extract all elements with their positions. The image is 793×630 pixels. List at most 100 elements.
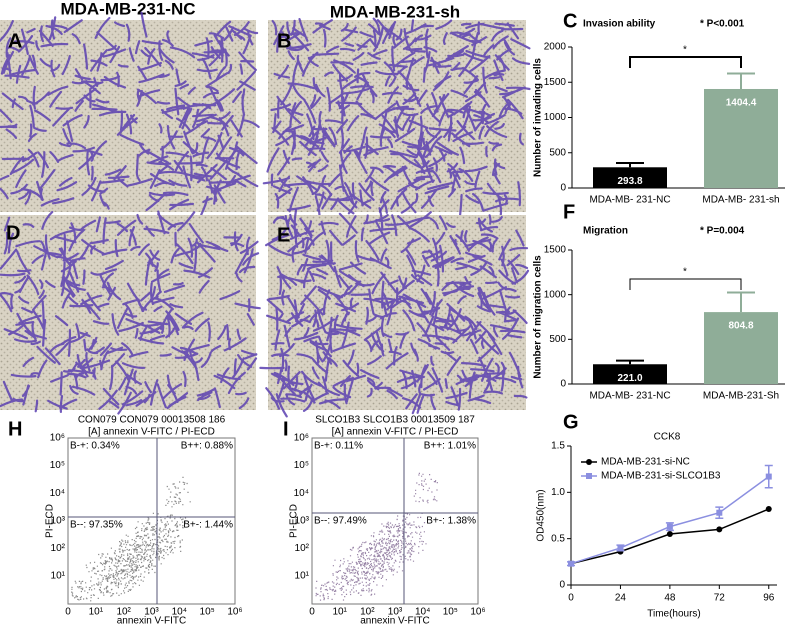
bar — [593, 167, 667, 188]
y-tick-label: 10⁴ — [294, 488, 309, 499]
x-tick-label: 10¹ — [332, 607, 347, 618]
legend-marker — [586, 459, 592, 465]
point — [716, 509, 723, 516]
events — [71, 476, 191, 602]
x-tick-label: 0 — [65, 607, 71, 618]
x-tick-label: 10¹ — [89, 607, 104, 618]
y-axis-label: Number of migration cells — [533, 255, 544, 379]
y-tick-label: 10⁵ — [50, 460, 65, 471]
x-tick-label: MDA-MB- 231-NC — [589, 391, 670, 402]
quadrant-label: B+-: 1.38% — [426, 516, 476, 527]
value-label: 293.8 — [617, 176, 642, 187]
quadrant-label: B-+: 0.11% — [314, 441, 363, 452]
y-tick-label: 1500 — [544, 77, 567, 88]
panel-letter: H — [8, 418, 22, 440]
y-tick-label: 0.5 — [551, 533, 565, 544]
y-axis-label: Number of invading cells — [533, 58, 544, 177]
y-tick-label: 10³ — [51, 515, 66, 526]
x-tick-label: 10⁶ — [227, 607, 242, 618]
significance-bracket — [629, 56, 742, 68]
y-tick-label: 2000 — [544, 42, 567, 53]
x-tick-label: 10³ — [388, 607, 403, 618]
panel-letter: C — [563, 10, 577, 32]
bar — [704, 312, 778, 384]
y-tick-label: 10⁵ — [294, 460, 309, 471]
plot-frame — [311, 437, 479, 605]
y-axis-label: PI-ECD — [45, 504, 56, 538]
stained-cells — [262, 17, 531, 222]
x-tick-label: 10⁴ — [415, 607, 430, 618]
quadrant-label: B--: 97.35% — [70, 520, 123, 531]
panel-letter: I — [283, 418, 289, 440]
point — [666, 523, 673, 530]
significance: * — [683, 267, 687, 278]
significance: * — [683, 45, 687, 56]
events — [315, 472, 438, 601]
panel-letter: F — [563, 201, 575, 223]
point — [568, 560, 574, 567]
y-tick-label: 500 — [549, 147, 566, 158]
quadrant-label: B++: 0.88% — [181, 441, 233, 452]
x-tick-label: 0 — [568, 593, 574, 604]
quadrant-label: B-+: 0.34% — [70, 441, 120, 452]
plot-title: CON079 CON079 00013508 186 — [78, 415, 226, 426]
y-tick-label: 10¹ — [51, 571, 66, 582]
x-tick-label: 72 — [714, 593, 726, 604]
quadrant-label: B--: 97.49% — [314, 516, 367, 527]
plot-title: SLCO1B3 SLCO1B3 00013509 187 — [315, 415, 475, 426]
y-tick-label: 10¹ — [295, 571, 310, 582]
value-label: 221.0 — [617, 373, 642, 384]
bar — [593, 364, 667, 384]
x-tick-label: 10⁶ — [470, 607, 485, 618]
significance-bracket — [629, 278, 742, 290]
point — [765, 506, 772, 513]
x-tick-label: 0 — [309, 607, 315, 618]
y-tick-label: 10³ — [295, 515, 310, 526]
x-tick-label: 10⁵ — [443, 607, 458, 618]
y-tick-label: 0 — [560, 379, 566, 390]
panel-letter: E — [277, 224, 290, 246]
stained-cells — [0, 210, 261, 415]
column-title: MDA-MB-231-sh — [330, 2, 460, 21]
plot-title: [A] annexin V-FITC / PI-ECD — [88, 427, 215, 438]
series-line — [570, 475, 770, 565]
x-axis-label: annexin V-FITC — [360, 616, 429, 627]
legend-label: MDA-MB-231-si-NC — [601, 457, 690, 468]
y-tick-label: 10⁶ — [50, 433, 65, 444]
y-tick-label: 10² — [295, 543, 310, 554]
column-title: MDA-MB-231-NC — [60, 0, 195, 18]
y-tick-label: 500 — [549, 334, 566, 345]
legend-label: MDA-MB-231-si-SLCO1B3 — [601, 471, 721, 482]
chart-title: Invasion ability — [583, 19, 656, 30]
y-tick-label: 1.5 — [551, 441, 565, 452]
point — [716, 526, 723, 533]
y-axis-label: PI-ECD — [289, 504, 300, 538]
y-tick-label: 0 — [559, 580, 565, 591]
panel-letter: B — [277, 30, 291, 52]
y-axis-label: OD450(nm) — [536, 489, 547, 541]
panel-letter: A — [8, 30, 22, 52]
y-tick-label: 1.0 — [551, 487, 565, 498]
x-tick-label: 10³ — [144, 607, 159, 618]
y-tick-label: 10⁴ — [50, 488, 65, 499]
x-tick-label: MDA-MB- 231-NC — [589, 195, 670, 206]
x-tick-label: 24 — [615, 593, 627, 604]
stained-cells — [0, 11, 260, 216]
value-label: 1404.4 — [726, 98, 757, 109]
x-tick-label: 10² — [360, 607, 375, 618]
y-tick-label: 10⁶ — [294, 433, 309, 444]
y-tick-label: 1000 — [544, 289, 567, 300]
panel-letter: D — [6, 222, 20, 244]
x-axis-label: Time(hours) — [647, 609, 701, 620]
panel-letter: G — [563, 411, 579, 433]
point — [666, 531, 673, 538]
quadrant-label: B+-: 1.44% — [183, 520, 233, 531]
x-tick-label: 10⁵ — [200, 607, 215, 618]
stained-cells — [259, 207, 530, 418]
y-tick-label: 0 — [560, 183, 566, 194]
y-tick-label: 10² — [51, 543, 66, 554]
x-tick-label: MDA-MB-231-Sh — [703, 391, 779, 402]
point — [765, 473, 772, 480]
chart-title: Migration — [583, 226, 628, 237]
